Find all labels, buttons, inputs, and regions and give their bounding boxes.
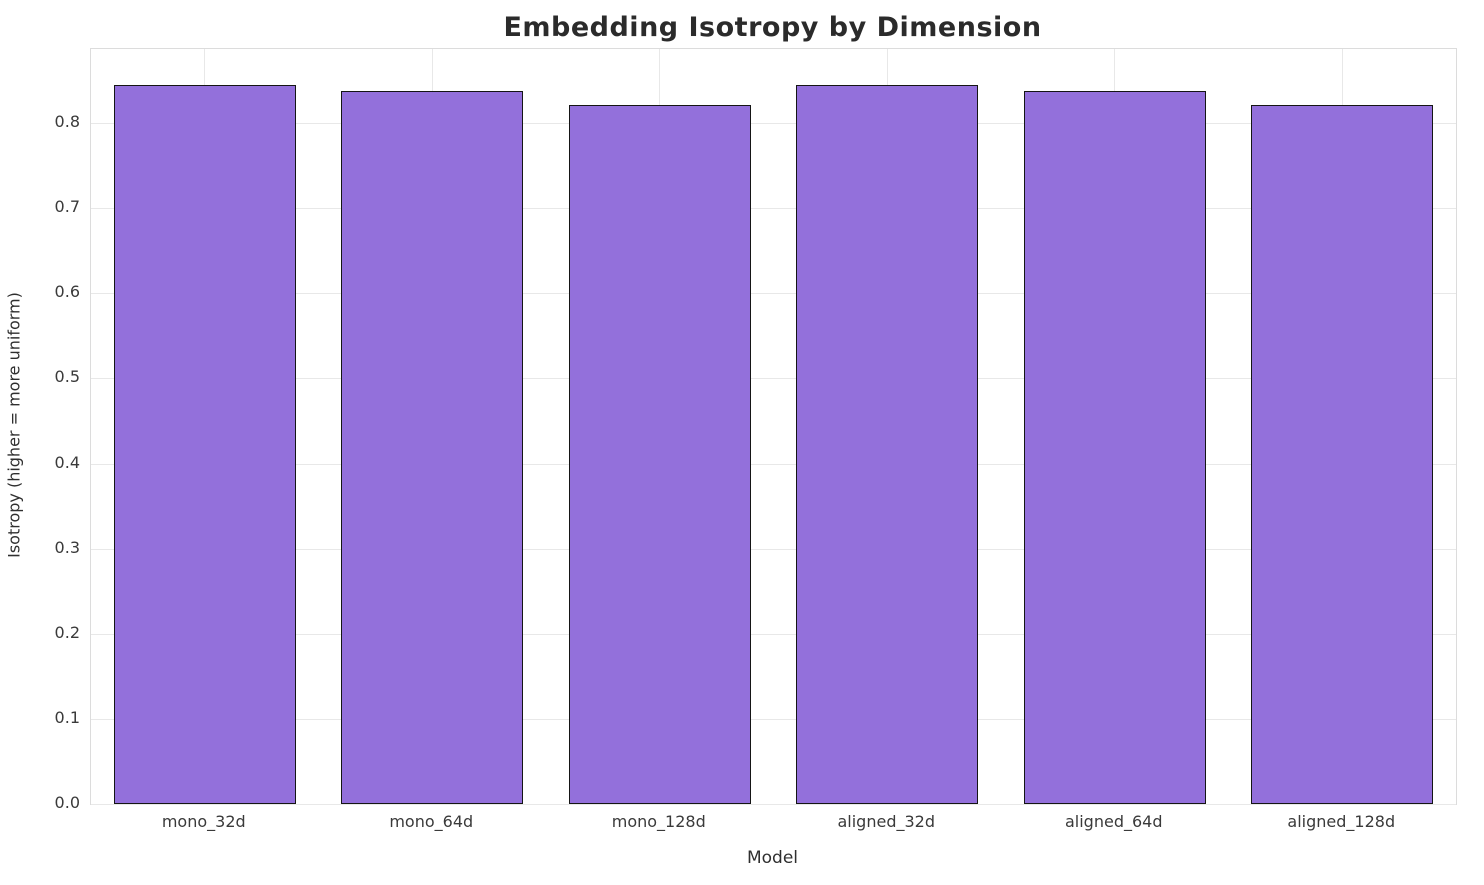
y-tick-label: 0.2 xyxy=(54,622,80,642)
y-axis-label: Isotropy (higher = more uniform) xyxy=(4,292,24,558)
gridline-horizontal xyxy=(91,718,1456,720)
y-tick-label: 0.6 xyxy=(54,282,80,302)
y-tick-label: 0.7 xyxy=(54,197,80,217)
bar-mono_128d xyxy=(568,105,751,804)
y-tick-label: 0.8 xyxy=(54,112,80,132)
gridline-horizontal xyxy=(91,633,1456,635)
x-tick-label-mono_32d: mono_32d xyxy=(161,812,246,831)
bar-aligned_128d xyxy=(1251,105,1434,804)
x-tick-label-mono_64d: mono_64d xyxy=(389,812,474,831)
gridline-horizontal xyxy=(91,293,1456,295)
chart-title: Embedding Isotropy by Dimension xyxy=(503,12,1042,43)
y-tick-label: 0.3 xyxy=(54,537,80,557)
gridline-horizontal xyxy=(91,804,1456,805)
plot-area xyxy=(90,48,1457,805)
y-tick-label: 0.0 xyxy=(54,793,80,812)
x-tick-label-mono_128d: mono_128d xyxy=(611,812,706,831)
bar-aligned_64d xyxy=(1023,90,1206,804)
y-tick-label: 0.5 xyxy=(54,367,80,387)
gridline-horizontal xyxy=(91,208,1456,210)
y-tick-label: 0.1 xyxy=(54,707,80,727)
bar-aligned_32d xyxy=(796,84,979,804)
y-tick-label: 0.4 xyxy=(54,452,80,472)
bar-mono_64d xyxy=(341,90,524,804)
gridline-horizontal xyxy=(91,123,1456,125)
bar-mono_32d xyxy=(113,84,296,804)
x-axis-label: Model xyxy=(746,848,799,868)
gridline-horizontal xyxy=(91,378,1456,380)
x-tick-label-aligned_32d: aligned_32d xyxy=(837,812,935,831)
x-tick-label-aligned_128d: aligned_128d xyxy=(1287,812,1396,831)
gridline-horizontal xyxy=(91,463,1456,465)
gridline-horizontal xyxy=(91,548,1456,550)
x-tick-label-aligned_64d: aligned_64d xyxy=(1064,812,1163,831)
